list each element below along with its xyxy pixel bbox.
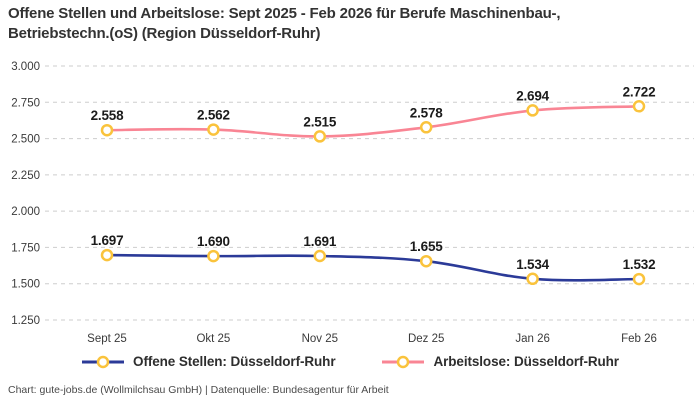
y-axis-tick-label: 1.750 bbox=[11, 242, 40, 254]
x-axis-tick-label: Sept 25 bbox=[87, 333, 127, 345]
data-point-label: 1.690 bbox=[197, 234, 230, 249]
x-axis-tick-label: Nov 25 bbox=[302, 333, 338, 345]
legend-label-offene-stellen: Offene Stellen: Düsseldorf-Ruhr bbox=[133, 354, 336, 369]
x-axis-tick-label: Okt 25 bbox=[196, 333, 230, 345]
chart-legend: Offene Stellen: Düsseldorf-Ruhr Arbeitsl… bbox=[0, 354, 700, 369]
data-point-marker bbox=[313, 130, 327, 143]
data-point-label: 1.532 bbox=[623, 257, 656, 272]
data-point-label: 2.562 bbox=[197, 108, 230, 123]
data-point-label: 2.694 bbox=[516, 88, 549, 103]
series-line-0 bbox=[105, 253, 641, 282]
x-axis-tick-label: Feb 26 bbox=[621, 333, 657, 345]
data-point-marker bbox=[100, 248, 114, 262]
legend-item-offene-stellen[interactable]: Offene Stellen: Düsseldorf-Ruhr bbox=[81, 354, 336, 369]
data-point-marker bbox=[632, 100, 646, 113]
chart-title: Offene Stellen und Arbeitslose: Sept 202… bbox=[8, 5, 561, 42]
legend-label-arbeitslose: Arbeitslose: Düsseldorf-Ruhr bbox=[433, 354, 619, 369]
y-axis-tick-label: 2.500 bbox=[11, 134, 40, 146]
data-point-label: 2.515 bbox=[303, 114, 336, 129]
data-point-marker bbox=[207, 123, 220, 136]
data-point-marker bbox=[632, 272, 646, 286]
chart-source-attribution: Chart: gute-jobs.de (Wollmilchsau GmbH) … bbox=[8, 384, 389, 396]
data-point-label: 1.697 bbox=[91, 233, 124, 248]
data-point-marker bbox=[100, 123, 114, 137]
data-point-label: 2.578 bbox=[410, 105, 443, 120]
y-axis-tick-label: 3.000 bbox=[11, 61, 40, 73]
y-axis-tick-label: 1.250 bbox=[11, 315, 40, 327]
y-axis-tick-label: 1.500 bbox=[11, 279, 40, 291]
data-point-label: 1.534 bbox=[516, 257, 549, 272]
data-point-marker bbox=[207, 249, 220, 263]
data-point-marker bbox=[419, 121, 433, 134]
y-axis-tick-label: 2.750 bbox=[11, 97, 40, 109]
line-chart-plot-area: 1.250 1.500 1.750 2.000 2.250 2.500 2.750 3.000… bbox=[11, 61, 694, 345]
data-point-label: 2.558 bbox=[91, 108, 124, 123]
data-point-label: 2.722 bbox=[623, 84, 656, 99]
data-point-marker bbox=[419, 254, 433, 268]
legend-item-arbeitslose[interactable]: Arbeitslose: Düsseldorf-Ruhr bbox=[381, 354, 619, 369]
legend-line-marker-icon bbox=[382, 355, 425, 368]
data-point-label: 1.655 bbox=[410, 239, 443, 254]
series-line-1 bbox=[105, 105, 641, 138]
y-axis-tick-label: 2.250 bbox=[11, 170, 40, 182]
x-axis-tick-label: Dez 25 bbox=[408, 333, 444, 345]
data-point-marker bbox=[313, 249, 327, 263]
y-axis-tick-label: 2.000 bbox=[11, 206, 40, 218]
data-point-marker bbox=[526, 104, 539, 117]
x-axis-tick-label: Jan 26 bbox=[515, 333, 550, 345]
legend-line-marker-icon bbox=[82, 355, 125, 368]
data-point-label: 1.691 bbox=[303, 234, 336, 249]
data-point-marker bbox=[526, 272, 539, 286]
